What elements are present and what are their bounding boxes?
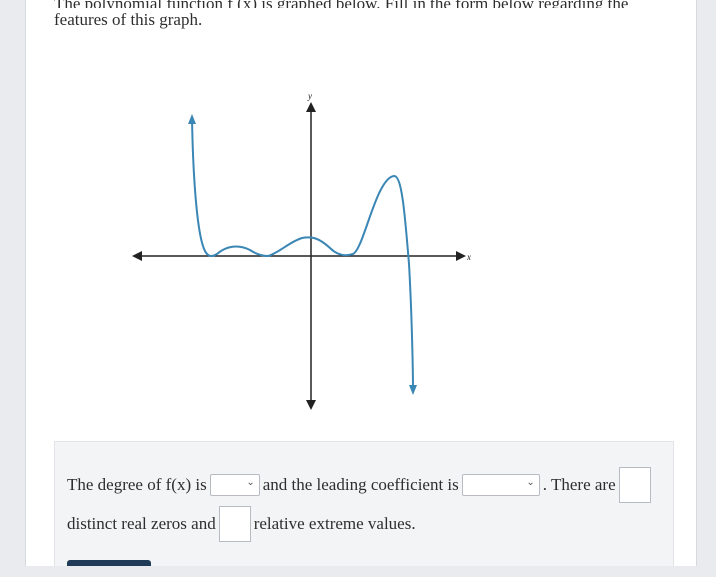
form-line-2: distinct real zeros and relative extreme… [67,506,416,542]
x-axis-label: x [466,252,471,262]
answer-form: The degree of f(x) is ⌄ and the leading … [54,441,674,566]
x-axis-right-arrow [456,251,466,261]
chevron-down-icon: ⌄ [246,477,255,488]
question-card: The polynomial function f (x) is graphed… [25,0,697,566]
question-text: features of this graph. [54,10,203,29]
zeros-prefix-label: . There are [542,475,616,494]
polynomial-graph: x y [132,91,471,410]
x-axis-left-arrow [132,251,142,261]
zeros-suffix-label: distinct real zeros and [67,514,216,533]
chevron-down-icon: ⌄ [526,477,535,488]
polynomial-curve [191,117,414,390]
y-axis-bottom-arrow [306,400,316,410]
curve-right-arrow [409,385,417,395]
extrema-label: relative extreme values. [253,514,416,533]
zeros-count-input[interactable] [618,467,651,503]
y-axis-top-arrow [306,102,316,112]
y-axis-label: y [307,91,312,101]
degree-select[interactable]: ⌄ [209,474,260,496]
leading-coef-label: and the leading coefficient is [262,475,459,494]
form-line-1: The degree of f(x) is ⌄ and the leading … [67,467,654,503]
question-prompt: The polynomial function f (x) is graphed… [54,0,684,32]
submit-button[interactable] [67,560,151,566]
extrema-count-input[interactable] [218,506,251,542]
leading-coefficient-select[interactable]: ⌄ [461,474,540,496]
question-text-cut: The polynomial function f (x) is graphed… [54,0,684,8]
curve-left-arrow [188,114,196,124]
degree-label: The degree of f(x) is [67,475,207,494]
